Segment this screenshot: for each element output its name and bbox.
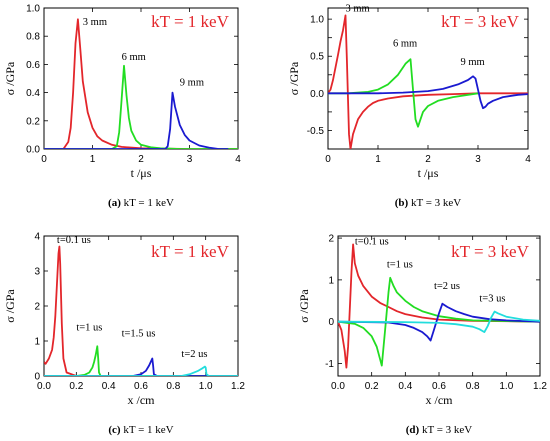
series-line-t-1-us bbox=[44, 345, 238, 376]
x-tick-label: 4 bbox=[525, 154, 531, 165]
series-line-3-mm bbox=[44, 18, 238, 149]
series-line-9-mm bbox=[44, 91, 229, 149]
y-tick-label: 0.0 bbox=[310, 89, 324, 100]
x-axis-label: x /cm bbox=[128, 393, 156, 407]
y-axis-label: σ /GPa bbox=[3, 61, 17, 95]
series-line-t-3-us bbox=[338, 310, 540, 334]
y-tick-label: 0.0 bbox=[26, 145, 40, 156]
caption-letter: (a) bbox=[108, 197, 121, 209]
y-tick-label: 0.8 bbox=[26, 32, 40, 43]
x-tick-label: 1 bbox=[375, 154, 381, 165]
y-axis-label: σ /GPa bbox=[287, 61, 301, 95]
x-tick-label: 1.0 bbox=[199, 381, 213, 392]
y-tick-label: 3 bbox=[34, 267, 40, 278]
x-tick-label: 0.0 bbox=[37, 381, 51, 392]
x-tick-label: 0.2 bbox=[365, 381, 379, 392]
caption-text: kT = 1 keV bbox=[121, 424, 174, 436]
caption-letter: (c) bbox=[108, 424, 121, 436]
series-line-3-mm bbox=[328, 14, 528, 149]
panel-caption: (d) kT = 3 keV bbox=[406, 424, 473, 436]
panel-d: 0.0 0.2 0.4 0.6 0.8 1.0 1.2 -1 0 1 2 t=0.1 us t=1 us… bbox=[297, 234, 547, 436]
caption-text: kT = 1 keV bbox=[121, 197, 174, 209]
series-annotation: t=0.1 us bbox=[57, 235, 91, 246]
panel-c: 0.0 0.2 0.4 0.6 0.8 1.0 1.2 0 1 2 3 4 t=0.1 us t=1 us… bbox=[3, 232, 245, 437]
y-tick-label: 0.2 bbox=[26, 116, 40, 127]
kt-note: kT = 3 keV bbox=[441, 12, 519, 31]
x-tick-label: 0.8 bbox=[166, 381, 180, 392]
x-tick-label: 0.4 bbox=[398, 381, 412, 392]
x-tick-label: 3 bbox=[187, 154, 193, 165]
y-tick-label: 1.0 bbox=[26, 4, 40, 15]
x-tick-label: 0.4 bbox=[102, 381, 116, 392]
panel-caption: (a) kT = 1 keV bbox=[108, 197, 174, 209]
x-axis-label: t /μs bbox=[418, 166, 439, 180]
x-tick-label: 2 bbox=[138, 154, 144, 165]
x-tick-label: 4 bbox=[235, 154, 241, 165]
y-axis-label: σ /GPa bbox=[3, 289, 17, 323]
series-annotation: 9 mm bbox=[461, 57, 485, 68]
x-tick-label: 0.6 bbox=[432, 381, 446, 392]
panel-b: 0 1 2 3 4 -0.5 0.0 0.5 1.0 3 mm 6 mm 9 mm kT = 3 keV… bbox=[287, 4, 531, 209]
series-annotation: t=1 us bbox=[387, 259, 413, 270]
x-tick-label: 0.2 bbox=[69, 381, 83, 392]
series-annotation: 3 mm bbox=[83, 17, 107, 28]
y-tick-label: 4 bbox=[34, 232, 40, 243]
series-line-t-2-us bbox=[44, 365, 238, 376]
series-line-t-0-1-us bbox=[338, 243, 540, 369]
series-annotation: t=3 us bbox=[479, 294, 505, 305]
series-line-t-0-1-us bbox=[44, 245, 238, 376]
y-tick-label: 0.5 bbox=[310, 52, 324, 63]
caption-text: kT = 3 keV bbox=[408, 197, 461, 209]
series-annotation: t=1.5 us bbox=[122, 328, 156, 339]
y-tick-label: 0 bbox=[34, 372, 40, 383]
kt-note: kT = 1 keV bbox=[151, 242, 229, 261]
x-tick-label: 1.2 bbox=[231, 381, 245, 392]
y-tick-label: 2 bbox=[328, 234, 334, 245]
y-tick-label: 0 bbox=[328, 317, 334, 328]
series-annotation: 3 mm bbox=[346, 4, 370, 15]
series-annotation: 6 mm bbox=[122, 52, 146, 63]
x-tick-label: 1.2 bbox=[533, 381, 547, 392]
series-annotation: 6 mm bbox=[393, 39, 417, 50]
series-line-6-mm bbox=[44, 64, 238, 149]
series-line-t-2-us bbox=[338, 302, 540, 342]
kt-note: kT = 1 keV bbox=[151, 12, 229, 31]
panel-caption: (b) kT = 3 keV bbox=[395, 197, 462, 209]
y-tick-label: -0.5 bbox=[307, 126, 325, 137]
series-line-9-mm bbox=[328, 75, 528, 110]
x-tick-label: 0.6 bbox=[134, 381, 148, 392]
x-tick-label: 0 bbox=[41, 154, 47, 165]
series-annotation: t=2 us bbox=[181, 349, 207, 360]
caption-letter: (d) bbox=[406, 424, 420, 436]
x-tick-label: 1 bbox=[90, 154, 96, 165]
y-tick-label: 0.4 bbox=[26, 88, 40, 99]
x-axis-label: x /cm bbox=[426, 393, 454, 407]
x-tick-label: 0.8 bbox=[466, 381, 480, 392]
x-tick-label: 2 bbox=[425, 154, 431, 165]
y-tick-label: 1 bbox=[34, 337, 40, 348]
caption-letter: (b) bbox=[395, 197, 409, 209]
x-axis-label: t /μs bbox=[131, 166, 152, 180]
caption-text: kT = 3 keV bbox=[419, 424, 472, 436]
series-annotation: t=0.1 us bbox=[355, 236, 389, 247]
y-axis-label: σ /GPa bbox=[297, 289, 311, 323]
panel-a: 0 1 2 3 4 0.0 0.2 0.4 0.6 0.8 1.0 3 mm 6 mm 9 mm kT = … bbox=[3, 4, 241, 210]
series-annotation: 9 mm bbox=[180, 78, 204, 89]
x-tick-label: 1.0 bbox=[499, 381, 513, 392]
x-tick-label: 3 bbox=[475, 154, 481, 165]
y-tick-label: 2 bbox=[34, 302, 40, 313]
y-tick-label: 1 bbox=[328, 275, 334, 286]
series-line-t-1-5-us bbox=[44, 357, 238, 376]
panel-caption: (c) kT = 1 keV bbox=[108, 424, 173, 436]
series-annotation: t=1 us bbox=[76, 323, 102, 334]
series-annotation: t=2 us bbox=[434, 281, 460, 292]
series-line-6-mm bbox=[328, 58, 479, 128]
y-tick-label: 1.0 bbox=[310, 15, 324, 26]
x-tick-label: 0 bbox=[325, 154, 331, 165]
y-tick-label: 0.6 bbox=[26, 60, 40, 71]
x-tick-label: 0.0 bbox=[331, 381, 345, 392]
y-tick-label: -1 bbox=[325, 359, 334, 370]
kt-note: kT = 3 keV bbox=[451, 242, 529, 261]
